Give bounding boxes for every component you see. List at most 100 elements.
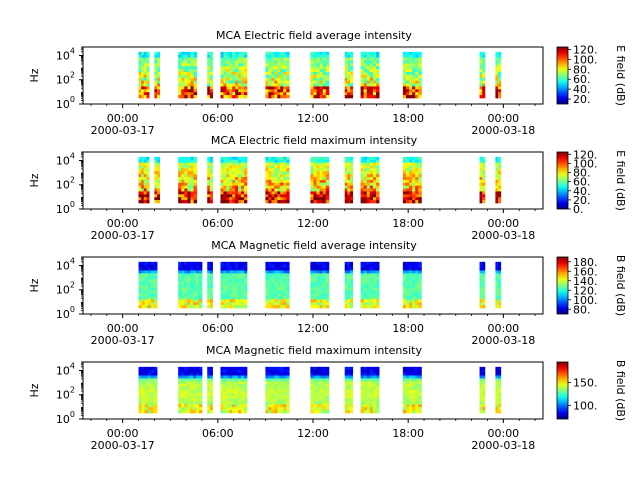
- spectrogram-cell: [319, 54, 324, 59]
- spectrogram-cell: [313, 398, 317, 402]
- spectrogram-cell: [319, 182, 324, 187]
- spectrogram-cell: [325, 404, 330, 408]
- spectrogram-cell: [147, 410, 152, 414]
- spectrogram-cell: [482, 74, 486, 79]
- spectrogram-cell: [286, 194, 290, 198]
- spectrogram-cell: [372, 162, 377, 166]
- spectrogram-cell: [479, 191, 483, 195]
- spectrogram-cell: [238, 293, 242, 297]
- spectrogram-cell: [229, 77, 233, 82]
- spectrogram-cell: [198, 389, 203, 394]
- spectrogram-cell: [363, 174, 368, 178]
- spectrogram-cell: [181, 60, 185, 64]
- spectrogram-cell: [376, 261, 380, 266]
- spectrogram-cell: [207, 270, 211, 274]
- spectrogram-cell: [369, 185, 374, 189]
- spectrogram-cell: [322, 381, 327, 385]
- spectrogram-cell: [277, 302, 281, 306]
- spectrogram-cell: [235, 410, 239, 414]
- spectrogram-cell: [286, 182, 290, 187]
- spectrogram-cell: [412, 57, 416, 61]
- spectrogram-cell: [141, 86, 145, 90]
- spectrogram-cell: [277, 177, 281, 181]
- spectrogram-cell: [415, 410, 419, 414]
- spectrogram-cell: [193, 74, 198, 79]
- spectrogram-cell: [376, 156, 380, 161]
- spectrogram-cell: [141, 287, 146, 292]
- spectrogram-cell: [277, 156, 281, 161]
- spectrogram-cell: [143, 156, 147, 161]
- spectrogram-cell: [498, 179, 502, 184]
- spectrogram-cell: [241, 282, 245, 286]
- spectrogram-cell: [243, 395, 248, 399]
- spectrogram-cell: [138, 165, 142, 169]
- spectrogram-cell: [412, 63, 416, 67]
- spectrogram-cell: [232, 372, 236, 376]
- spectrogram-cell: [319, 284, 324, 289]
- spectrogram-cell: [402, 197, 407, 201]
- spectrogram-cell: [372, 404, 377, 408]
- spectrogram-cell: [154, 177, 158, 181]
- spectrogram-cell: [243, 86, 248, 90]
- spectrogram-cell: [369, 57, 374, 61]
- spectrogram-cell: [479, 375, 483, 379]
- spectrogram-cell: [482, 282, 486, 286]
- spectrogram-cell: [271, 177, 275, 181]
- spectrogram-cell: [146, 177, 150, 181]
- spectrogram-cell: [360, 60, 365, 64]
- spectrogram-cell: [241, 267, 245, 271]
- spectrogram-image: [138, 51, 502, 99]
- spectrogram-cell: [482, 395, 486, 399]
- spectrogram-cell: [274, 398, 278, 402]
- spectrogram-cell: [376, 305, 380, 309]
- spectrogram-cell: [479, 273, 483, 277]
- y-tick-exponent: 0: [70, 410, 75, 419]
- spectrogram-cell: [178, 168, 182, 172]
- spectrogram-cell: [193, 387, 197, 391]
- spectrogram-cell: [235, 366, 239, 371]
- spectrogram-cell: [178, 398, 182, 402]
- spectrogram-cell: [372, 171, 377, 175]
- spectrogram-cell: [280, 188, 284, 192]
- spectrogram-cell: [402, 404, 407, 408]
- spectrogram-cell: [418, 77, 422, 82]
- spectrogram-cell: [232, 156, 236, 161]
- panel-title: MCA Magnetic field average intensity: [211, 239, 417, 252]
- spectrogram-cell: [277, 407, 281, 411]
- spectrogram-cell: [141, 77, 145, 82]
- spectrogram-cell: [366, 407, 371, 411]
- spectrogram-cell: [363, 410, 368, 414]
- spectrogram-cell: [154, 171, 158, 175]
- spectrogram-cell: [366, 194, 371, 198]
- spectrogram-cell: [369, 54, 374, 59]
- spectrogram-cell: [229, 63, 233, 67]
- spectrogram-cell: [313, 267, 317, 271]
- spectrogram-cell: [157, 156, 161, 161]
- spectrogram-cell: [402, 267, 407, 271]
- spectrogram-cell: [187, 60, 191, 64]
- spectrogram-cell: [274, 282, 278, 286]
- spectrogram-cell: [144, 401, 149, 405]
- spectrogram-cell: [277, 191, 281, 195]
- spectrogram-cell: [220, 270, 224, 274]
- spectrogram-cell: [344, 387, 348, 391]
- spectrogram-cell: [283, 375, 287, 379]
- spectrogram-cell: [360, 270, 365, 274]
- spectrogram-cell: [344, 270, 348, 274]
- spectrogram-cell: [366, 261, 371, 266]
- spectrogram-cell: [283, 398, 287, 402]
- spectrogram-cell: [232, 366, 236, 371]
- spectrogram-cell: [265, 63, 269, 67]
- spectrogram-cell: [232, 77, 236, 82]
- spectrogram-cell: [154, 185, 158, 189]
- spectrogram-cell: [369, 284, 374, 289]
- spectrogram-cell: [372, 276, 377, 280]
- spectrogram-cell: [360, 72, 365, 76]
- spectrogram-cell: [232, 69, 236, 73]
- spectrogram-cell: [283, 264, 287, 269]
- spectrogram-cell: [143, 77, 147, 82]
- spectrogram-cell: [220, 69, 224, 73]
- spectrogram-cell: [138, 282, 142, 286]
- spectrogram-cell: [376, 200, 380, 204]
- spectrogram-cell: [286, 188, 290, 192]
